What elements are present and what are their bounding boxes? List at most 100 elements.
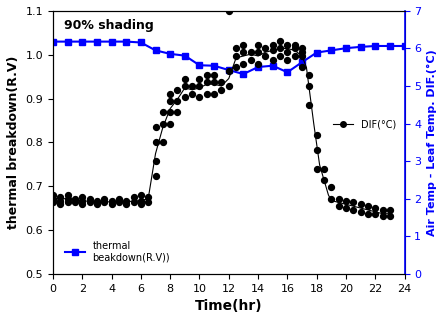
Point	[159, 121, 166, 126]
Point	[284, 42, 291, 47]
Point	[277, 46, 284, 51]
Point	[313, 147, 320, 152]
Point	[306, 84, 313, 89]
Point	[123, 198, 130, 203]
Point	[240, 42, 247, 47]
Point	[79, 194, 86, 199]
Point	[159, 140, 166, 145]
thermal
beakdown(R.V))	[270, 64, 275, 68]
thermal
beakdown(R.V))	[255, 65, 261, 69]
thermal
beakdown(R.V))	[123, 40, 129, 44]
Point	[291, 42, 298, 47]
thermal
beakdown(R.V))	[109, 40, 114, 44]
Point	[137, 192, 144, 197]
Point	[291, 46, 298, 51]
Point	[196, 84, 203, 89]
Point	[203, 72, 210, 77]
Point	[254, 61, 262, 66]
Point	[64, 196, 71, 201]
Point	[79, 198, 86, 203]
Line: thermal
beakdown(R.V)): thermal beakdown(R.V))	[50, 39, 407, 77]
Point	[262, 46, 269, 51]
Point	[233, 46, 240, 51]
Point	[181, 76, 188, 81]
Point	[137, 202, 144, 207]
Point	[130, 194, 137, 199]
Point	[372, 205, 379, 211]
Text: 90% shading: 90% shading	[63, 19, 153, 32]
Point	[108, 202, 115, 207]
Point	[57, 198, 64, 203]
Point	[240, 61, 247, 66]
Point	[342, 205, 349, 211]
Point	[218, 87, 225, 92]
Y-axis label: thermal breakdown(R.V): thermal breakdown(R.V)	[7, 56, 20, 229]
Point	[284, 0, 291, 2]
Point	[284, 50, 291, 55]
Point	[386, 213, 393, 218]
Point	[365, 211, 372, 216]
Point	[210, 91, 218, 96]
thermal
beakdown(R.V))	[197, 63, 202, 67]
Point	[313, 166, 320, 171]
Point	[386, 207, 393, 212]
Point	[225, 68, 232, 74]
Point	[166, 110, 174, 115]
thermal
beakdown(R.V))	[299, 60, 305, 64]
Point	[357, 202, 364, 207]
Point	[57, 194, 64, 199]
Point	[79, 202, 86, 207]
thermal
beakdown(R.V))	[329, 48, 334, 52]
thermal
beakdown(R.V))	[226, 68, 231, 72]
Point	[379, 207, 386, 212]
thermal
beakdown(R.V))	[94, 40, 99, 44]
Point	[71, 196, 79, 201]
thermal
beakdown(R.V))	[402, 44, 407, 48]
Point	[159, 110, 166, 115]
Legend: thermal
beakdown(R.V)): thermal beakdown(R.V))	[61, 237, 174, 266]
Point	[196, 95, 203, 100]
thermal
beakdown(R.V))	[182, 54, 187, 58]
Point	[262, 53, 269, 59]
Point	[101, 200, 108, 205]
Point	[379, 213, 386, 218]
thermal
beakdown(R.V))	[138, 41, 143, 44]
Point	[350, 200, 357, 205]
Point	[108, 198, 115, 203]
Point	[189, 84, 196, 89]
Point	[313, 132, 320, 137]
Point	[166, 91, 174, 96]
Point	[233, 53, 240, 59]
thermal
beakdown(R.V))	[211, 64, 217, 68]
X-axis label: Time(hr): Time(hr)	[195, 299, 262, 313]
Point	[174, 99, 181, 104]
Point	[233, 65, 240, 70]
Point	[321, 177, 328, 182]
Point	[86, 196, 93, 201]
Point	[342, 198, 349, 203]
thermal
beakdown(R.V))	[387, 44, 392, 48]
Point	[306, 72, 313, 77]
Point	[210, 80, 218, 85]
thermal
beakdown(R.V))	[167, 52, 173, 56]
Point	[49, 200, 56, 205]
Point	[365, 204, 372, 209]
Point	[115, 196, 123, 201]
Point	[298, 46, 305, 51]
Point	[335, 204, 342, 209]
Point	[247, 57, 254, 62]
Point	[203, 91, 210, 96]
Point	[174, 87, 181, 92]
thermal
beakdown(R.V))	[285, 70, 290, 74]
Point	[93, 198, 100, 203]
Point	[101, 196, 108, 201]
thermal
beakdown(R.V))	[373, 44, 378, 48]
Point	[321, 166, 328, 171]
Point	[152, 140, 159, 145]
Point	[57, 202, 64, 207]
Point	[298, 53, 305, 59]
Legend: DIF(°C): DIF(°C)	[329, 116, 400, 133]
Point	[298, 65, 305, 70]
Point	[86, 200, 93, 205]
Point	[130, 200, 137, 205]
